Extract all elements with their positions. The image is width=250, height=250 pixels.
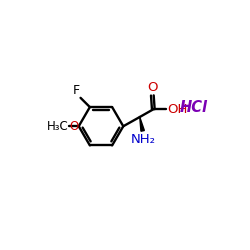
Polygon shape: [140, 117, 144, 131]
Text: O: O: [69, 120, 78, 133]
Text: H₃C: H₃C: [46, 120, 68, 133]
Text: HCl: HCl: [180, 100, 208, 114]
Text: NH₂: NH₂: [131, 133, 156, 146]
Text: OH: OH: [167, 103, 188, 116]
Text: F: F: [72, 84, 80, 97]
Text: O: O: [147, 81, 158, 94]
